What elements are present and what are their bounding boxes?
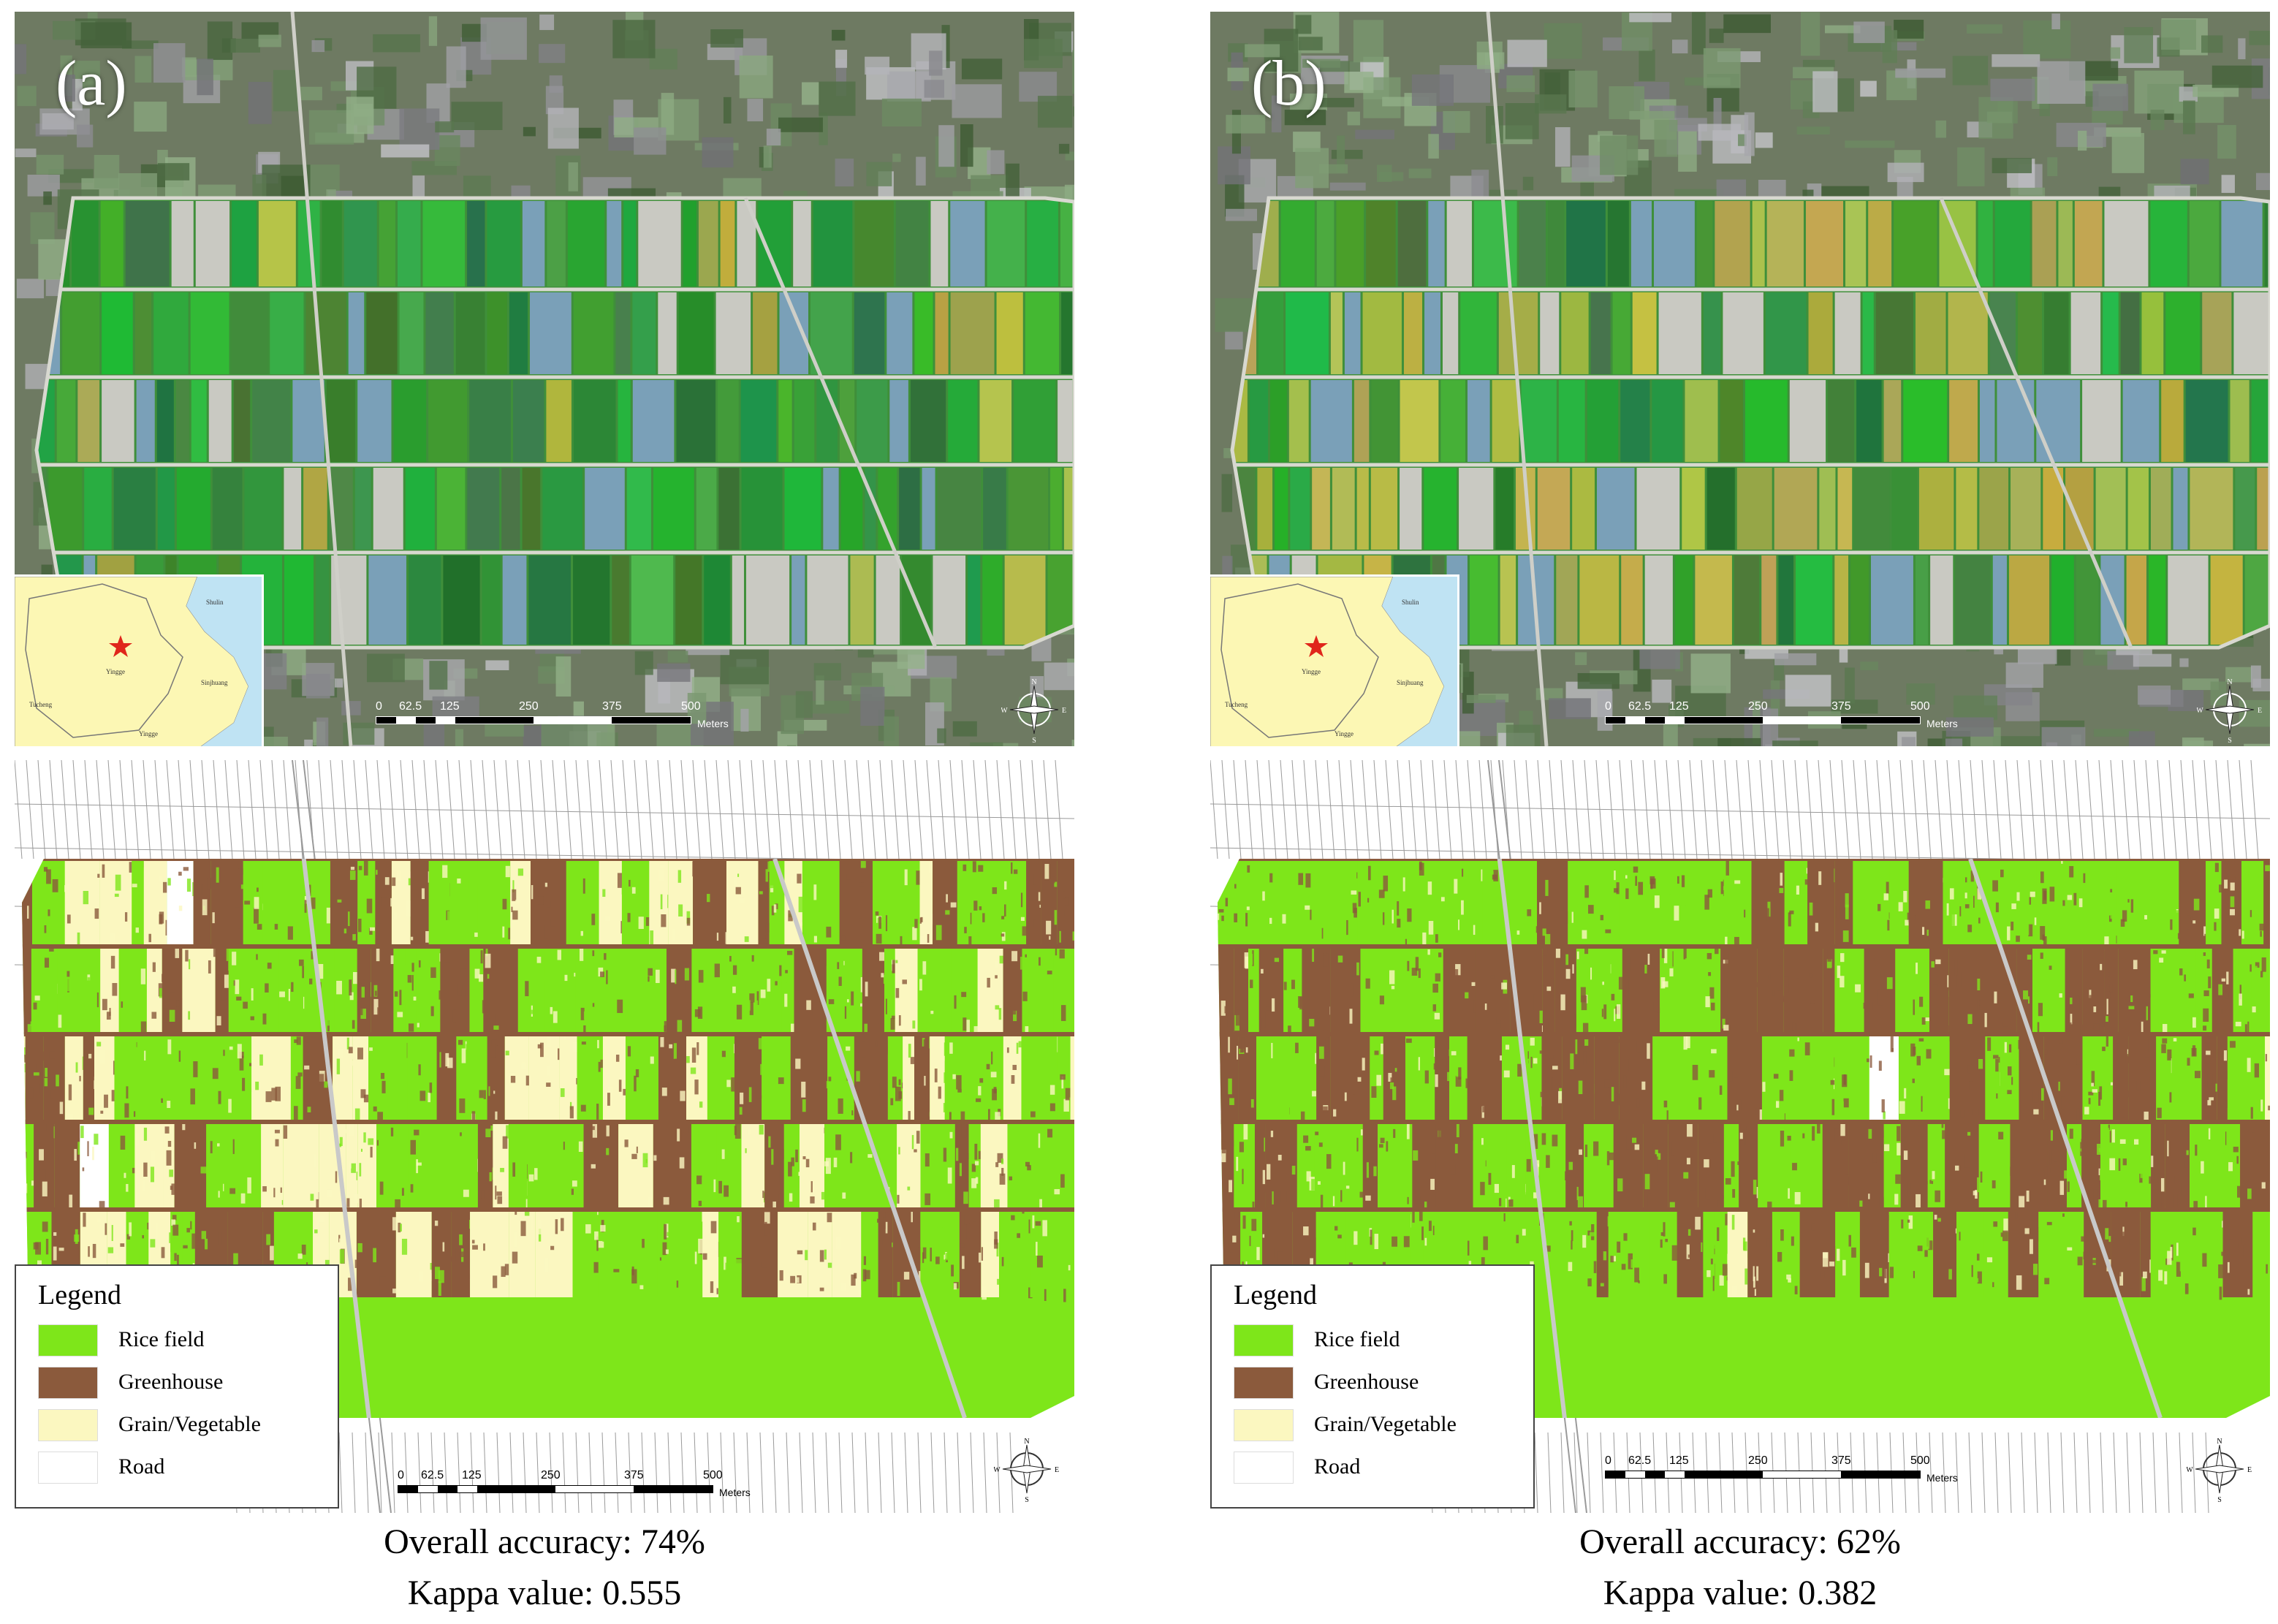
panel-b: (b) Shulin Sinjhuang Yingge Tucheng Ying… — [1210, 0, 2278, 1624]
legend-item-grain-vegetable: Grain/Vegetable — [38, 1409, 330, 1441]
greenhouse-swatch — [1234, 1367, 1294, 1399]
rice-field-swatch — [1234, 1324, 1294, 1357]
svg-text:N: N — [1024, 1438, 1029, 1446]
svg-text:S: S — [1025, 1496, 1029, 1502]
legend-item-greenhouse: Greenhouse — [1234, 1367, 1526, 1399]
legend-b: Legend Rice field Greenhouse Grain/Veget… — [1210, 1264, 1535, 1509]
grain-vegetable-swatch — [1234, 1409, 1294, 1441]
svg-text:S: S — [1032, 737, 1036, 743]
svg-text:W: W — [1001, 707, 1008, 715]
panel-label-a: (a) — [56, 48, 127, 119]
kappa-value-a: Kappa value: 0.555 — [407, 1574, 682, 1612]
classification-map-a: 0 62.5 125 250 375 500 Meters N S E W — [15, 760, 1074, 1513]
legend-item-grain-vegetable: Grain/Vegetable — [1234, 1409, 1526, 1441]
svg-text:N: N — [1031, 678, 1036, 686]
svg-text:E: E — [1055, 1466, 1059, 1474]
location-inset-b: Shulin Sinjhuang Yingge Tucheng Yingge — [1210, 574, 1459, 746]
legend-title: Legend — [1234, 1280, 1317, 1310]
svg-text:W: W — [994, 1466, 1001, 1474]
aerial-image-b: (b) Shulin Sinjhuang Yingge Tucheng Ying… — [1210, 12, 2270, 746]
north-arrow-icon: N S E W — [2197, 677, 2263, 743]
scale-bar-map-a: 0 62.5 125 250 375 500 Meters — [398, 1469, 751, 1498]
road-swatch — [38, 1452, 98, 1484]
north-arrow-icon: N S E W — [2187, 1436, 2252, 1502]
legend-item-road: Road — [38, 1452, 330, 1484]
panel-label-b: (b) — [1251, 48, 1326, 119]
panel-a: (a) Shulin Sinjhuang Yingge Tucheng Ying… — [15, 0, 1089, 1624]
accuracy-stats-b: Overall accuracy: 62% Kappa value: 0.382 — [1210, 1517, 2270, 1619]
svg-text:E: E — [2258, 707, 2262, 715]
north-arrow-icon: N S E W — [994, 1436, 1060, 1502]
scale-bar-photo-a: 0 62.5 125 250 375 500 Meters — [376, 700, 729, 729]
rice-field-swatch — [38, 1324, 98, 1357]
svg-text:E: E — [1062, 707, 1066, 715]
north-arrow-icon: N S E W — [1001, 677, 1067, 743]
accuracy-stats-a: Overall accuracy: 74% Kappa value: 0.555 — [15, 1517, 1074, 1619]
scale-bar-map-b: 0 62.5 125 250 375 500 Meters — [1605, 1454, 1958, 1484]
overall-accuracy-a: Overall accuracy: 74% — [384, 1522, 705, 1561]
aerial-image-a: (a) Shulin Sinjhuang Yingge Tucheng Ying… — [15, 12, 1074, 746]
svg-text:N: N — [2227, 678, 2232, 686]
legend-item-greenhouse: Greenhouse — [38, 1367, 330, 1399]
svg-text:W: W — [2197, 707, 2203, 715]
legend-item-rice-field: Rice field — [1234, 1324, 1526, 1357]
kappa-value-b: Kappa value: 0.382 — [1603, 1574, 1878, 1612]
location-star-icon — [1305, 635, 1328, 657]
location-inset-a: Shulin Sinjhuang Yingge Tucheng Yingge — [15, 574, 264, 746]
grain-vegetable-swatch — [38, 1409, 98, 1441]
road-swatch — [1234, 1452, 1294, 1484]
legend-a: Legend Rice field Greenhouse Grain/Veget… — [15, 1264, 339, 1509]
legend-item-road: Road — [1234, 1452, 1526, 1484]
scale-bar-photo-b: 0 62.5 125 250 375 500 Meters — [1605, 700, 1958, 729]
greenhouse-swatch — [38, 1367, 98, 1399]
svg-text:S: S — [2228, 737, 2232, 743]
location-star-icon — [109, 635, 132, 657]
overall-accuracy-b: Overall accuracy: 62% — [1579, 1522, 1901, 1561]
legend-title: Legend — [38, 1280, 121, 1310]
legend-item-rice-field: Rice field — [38, 1324, 330, 1357]
